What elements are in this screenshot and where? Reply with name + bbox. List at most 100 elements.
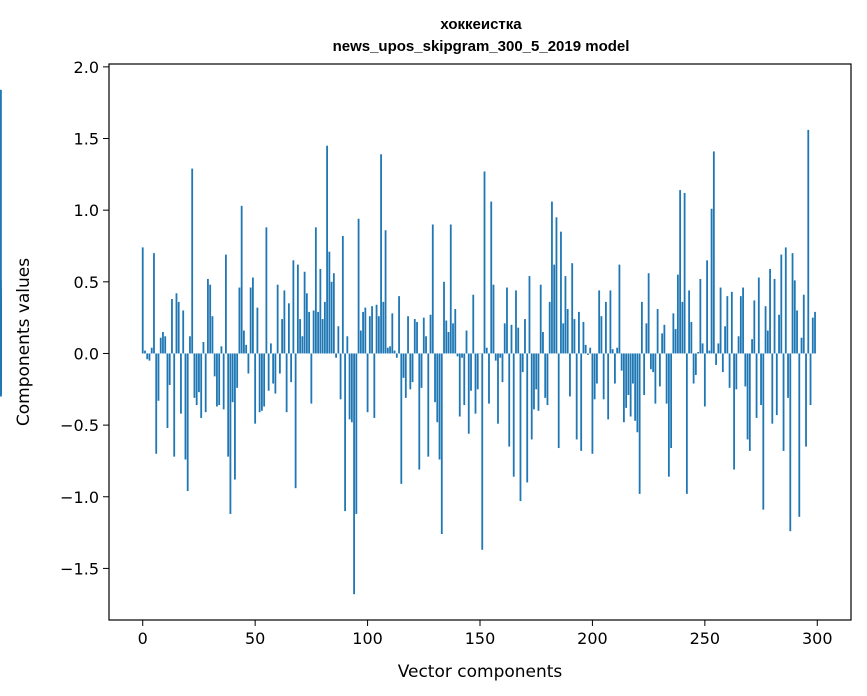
bar (620, 353, 623, 371)
bar (332, 273, 335, 354)
bar (189, 336, 191, 354)
bar (467, 353, 470, 434)
bar (290, 353, 293, 383)
bar (526, 353, 529, 483)
bar (393, 350, 396, 354)
bar (166, 353, 169, 428)
bar (546, 353, 549, 406)
bar (359, 330, 362, 354)
x-tick-label: 50 (245, 629, 265, 648)
bar (207, 278, 209, 354)
bar (685, 353, 688, 494)
x-tick-label: 300 (802, 629, 833, 648)
bar (368, 316, 371, 354)
bar (422, 317, 425, 354)
bar (553, 264, 556, 354)
bar (703, 353, 706, 407)
bar (348, 353, 351, 420)
bar (391, 313, 394, 354)
bar (618, 264, 621, 354)
bar (198, 353, 200, 393)
bar (494, 353, 497, 361)
bar (726, 296, 729, 354)
bar (611, 349, 614, 354)
bar (735, 353, 738, 390)
bar (429, 314, 432, 354)
bar (321, 319, 324, 354)
bar (463, 353, 466, 406)
y-tick-label: −0.5 (60, 416, 99, 435)
bar (389, 346, 391, 354)
bar (755, 353, 758, 418)
bar (573, 319, 576, 354)
bar (623, 353, 625, 423)
bar (350, 353, 353, 423)
bar (530, 353, 533, 440)
bar (791, 253, 794, 354)
bar (247, 353, 250, 374)
bar (303, 271, 306, 354)
bar (694, 353, 697, 375)
bar (278, 353, 281, 374)
bar (490, 201, 493, 354)
bar (564, 276, 567, 354)
bar (227, 353, 230, 457)
bar (243, 330, 245, 354)
bar (209, 284, 212, 354)
bar (314, 227, 317, 354)
bar (533, 353, 535, 410)
y-tick-label: −1.5 (60, 559, 99, 578)
bar (292, 260, 295, 354)
bar (769, 268, 771, 354)
bar (261, 353, 263, 411)
bar (434, 353, 436, 403)
bar (195, 353, 198, 406)
bar (296, 264, 299, 354)
bar (798, 353, 801, 517)
bar (191, 168, 194, 354)
bar (157, 353, 160, 401)
bar (317, 311, 320, 354)
bar (472, 294, 475, 354)
bar (688, 290, 691, 354)
bar (721, 353, 724, 373)
bar (766, 330, 769, 354)
bar (647, 273, 650, 354)
y-tick-label: 0.5 (74, 273, 99, 292)
bar (231, 353, 234, 403)
bar (220, 346, 223, 354)
bar (551, 201, 553, 354)
bar (175, 293, 178, 354)
bar (746, 353, 749, 440)
bar (395, 353, 398, 358)
bar (544, 353, 547, 398)
bar (715, 353, 717, 365)
bar (353, 353, 355, 595)
bar (589, 347, 592, 354)
bar (497, 353, 499, 424)
y-axis-label: Components values (14, 258, 34, 426)
bar (645, 323, 648, 354)
bar (148, 353, 151, 361)
bar (155, 353, 158, 454)
bar (602, 353, 605, 400)
bar (627, 353, 630, 396)
bar (517, 327, 520, 354)
bar (537, 353, 540, 411)
bar (431, 224, 434, 354)
bar (216, 353, 218, 407)
bar (162, 331, 164, 354)
bar (811, 317, 814, 354)
bar (805, 353, 807, 447)
y-tick-label: 1.5 (74, 130, 99, 149)
bar (524, 319, 526, 354)
bar (141, 247, 144, 354)
x-axis-label: Vector components (398, 662, 563, 682)
bar (778, 314, 780, 354)
bar (144, 350, 146, 354)
bar (476, 353, 479, 390)
bar (753, 300, 756, 354)
bar (681, 301, 684, 354)
bar (357, 218, 360, 354)
